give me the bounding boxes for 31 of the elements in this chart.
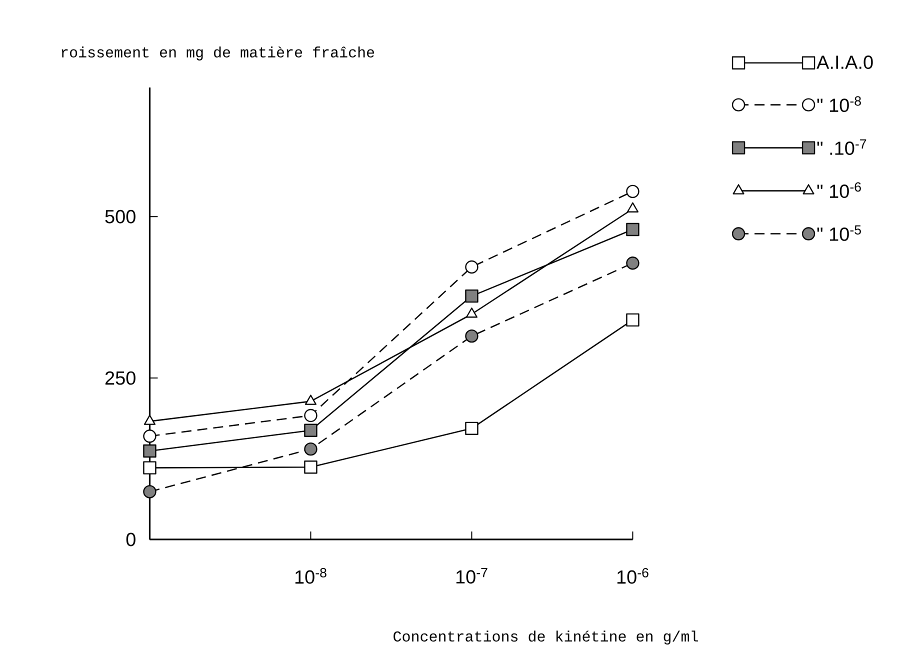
legend-label: " 10$^{-5}$ — [817, 225, 861, 241]
point — [626, 223, 640, 236]
chart-title: roissement en mg de matière fraîche — [62, 46, 374, 61]
legend-label: " .10$^{-7}$ — [817, 139, 866, 156]
point — [626, 202, 639, 213]
x-tick-label: 10$^{-6}$ — [617, 568, 648, 584]
point — [143, 444, 156, 458]
legend-label: " 10$^{-6}$ — [817, 182, 861, 198]
y-tick-label: 500 — [105, 210, 136, 224]
point — [304, 424, 318, 438]
point — [465, 422, 478, 436]
point — [143, 485, 156, 498]
legend-label: A.I.A.0 — [816, 56, 873, 70]
point — [143, 461, 156, 474]
legend-label: " 10$^{-8}$ — [817, 96, 861, 112]
point — [626, 184, 640, 198]
x-tick-label: 10$^{-7}$ — [456, 568, 488, 584]
y-tick-label: 250 — [105, 371, 136, 385]
point — [143, 430, 156, 443]
point — [304, 442, 318, 456]
point — [304, 408, 318, 422]
point — [465, 290, 478, 303]
y-tick-label: 0 — [126, 532, 136, 546]
x-tick-label: 10$^{-8}$ — [295, 568, 326, 584]
x-axis-title: Concentrations de kinétine en g/ml — [394, 630, 698, 645]
point — [465, 260, 478, 274]
point — [465, 330, 478, 343]
point — [626, 256, 640, 270]
point — [304, 460, 318, 474]
point — [626, 313, 640, 327]
point — [466, 308, 478, 318]
